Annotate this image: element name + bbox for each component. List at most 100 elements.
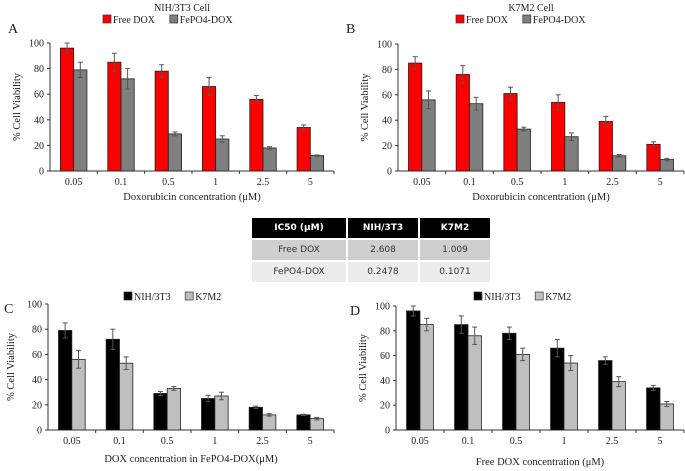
x-tick-label: 0.1 <box>463 177 476 188</box>
table-header-row: IC50 (μM) NIH/3T3 K7M2 <box>252 218 490 238</box>
bar <box>646 143 661 172</box>
y-tick-label: 80 <box>380 326 390 337</box>
y-tick-label: 100 <box>29 39 44 50</box>
bar <box>262 414 277 431</box>
bar <box>502 332 517 431</box>
legend-swatch <box>169 14 179 24</box>
table-cell: 2.608 <box>348 240 418 260</box>
table-cell: 1.009 <box>420 240 490 260</box>
x-tick-label: 0.05 <box>411 436 429 447</box>
bar <box>612 155 627 172</box>
bar <box>71 359 86 431</box>
bar <box>73 69 88 172</box>
x-tick-label: 2.5 <box>257 177 270 188</box>
y-tick-label: 80 <box>34 64 44 75</box>
x-tick-label: 5 <box>308 177 313 188</box>
x-tick-label: 5 <box>658 177 663 188</box>
table-header: NIH/3T3 <box>348 218 418 238</box>
x-tick-label: 0.5 <box>511 177 524 188</box>
legend-swatch <box>184 291 194 301</box>
x-tick-label: 5 <box>308 436 313 447</box>
bar <box>107 61 122 172</box>
y-tick-label: 0 <box>385 426 390 437</box>
legend-label: FePO4-DOX <box>180 15 234 26</box>
bar <box>659 403 674 431</box>
table-row: FePO4-DOX 0.2478 0.1071 <box>252 262 490 282</box>
table-cell: Free DOX <box>252 240 346 260</box>
y-tick-label: 100 <box>375 302 390 313</box>
bar <box>296 414 311 431</box>
y-tick-label: 0 <box>37 426 42 437</box>
bar <box>406 310 421 431</box>
bar <box>611 381 626 431</box>
bar <box>551 102 566 172</box>
legend-swatch <box>473 291 483 301</box>
y-tick-label: 20 <box>34 141 44 152</box>
x-axis-label: Doxorubicin concentration (μM) <box>123 192 261 203</box>
y-tick-label: 100 <box>377 40 392 51</box>
legend-label: Free DOX <box>113 15 156 26</box>
bar <box>419 324 434 431</box>
y-tick-label: 60 <box>34 90 44 101</box>
x-tick-label: 0.05 <box>65 177 83 188</box>
x-tick-label: 0.5 <box>510 436 523 447</box>
legend-label: FePO4-DOX <box>533 15 587 26</box>
x-tick-label: 1 <box>562 177 567 188</box>
legend-swatch <box>534 291 544 301</box>
bar <box>469 103 484 172</box>
legend-swatch <box>102 14 112 24</box>
legend-swatch <box>455 14 465 24</box>
y-tick-label: 60 <box>32 350 42 361</box>
bar <box>120 78 135 172</box>
x-tick-label: 0.1 <box>115 177 128 188</box>
bar <box>202 86 217 172</box>
legend-swatch <box>123 291 133 301</box>
bar <box>166 388 181 431</box>
chart-panel-d: D NIH/3T3 K7M2 0 20 40 60 80 100 0.05 0.1 0.5 1 2.5 5 F… <box>350 291 685 468</box>
table-cell: 0.1071 <box>420 262 490 282</box>
legend-label: K7M2 <box>195 292 221 303</box>
bar <box>550 347 565 431</box>
bar <box>248 406 263 431</box>
y-tick-label: 0 <box>387 167 392 178</box>
bar <box>154 70 169 172</box>
x-tick-label: 0.1 <box>113 436 126 447</box>
y-axis-label: % Cell Viability <box>358 333 369 402</box>
bar <box>454 324 469 431</box>
x-tick-label: 0.5 <box>161 436 174 447</box>
x-tick-label: 0.05 <box>63 436 81 447</box>
y-tick-label: 80 <box>32 325 42 336</box>
table-row: Free DOX 2.608 1.009 <box>252 240 490 260</box>
x-tick-label: 1 <box>562 436 567 447</box>
table-header: IC50 (μM) <box>252 218 346 238</box>
panel-letter: D <box>350 304 360 319</box>
bar <box>309 155 324 172</box>
y-tick-label: 100 <box>27 300 42 311</box>
legend-label: K7M2 <box>545 292 571 303</box>
bar <box>421 99 436 172</box>
y-tick-label: 60 <box>382 90 392 101</box>
table-header: K7M2 <box>420 218 490 238</box>
bar <box>60 47 75 172</box>
legend-label: Free DOX <box>466 15 509 26</box>
x-tick-label: 0.05 <box>413 177 431 188</box>
x-tick-label: 2.5 <box>606 177 619 188</box>
bar <box>598 121 613 172</box>
y-tick-label: 40 <box>382 116 392 127</box>
legend-label: NIH/3T3 <box>134 292 171 303</box>
y-tick-label: 40 <box>34 115 44 126</box>
bar <box>296 127 311 172</box>
panel-letter: A <box>8 22 19 37</box>
y-tick-label: 60 <box>380 351 390 362</box>
legend-swatch <box>522 14 532 24</box>
bar <box>516 128 531 172</box>
bar <box>119 362 134 431</box>
x-tick-label: 0.5 <box>162 177 175 188</box>
panel-letter: B <box>346 22 355 37</box>
bar <box>503 93 518 172</box>
bar <box>215 138 230 172</box>
legend-label: NIH/3T3 <box>484 292 521 303</box>
x-tick-label: 2.5 <box>256 436 269 447</box>
